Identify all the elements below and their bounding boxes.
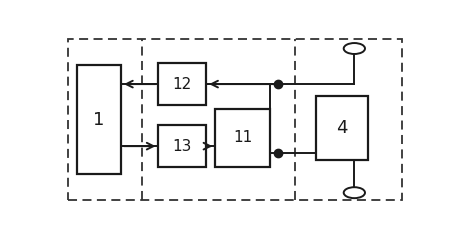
Bar xyxy=(77,65,121,174)
Text: 13: 13 xyxy=(173,139,192,154)
Bar xyxy=(68,39,402,200)
Bar xyxy=(215,109,270,167)
Bar xyxy=(316,96,368,160)
Text: 4: 4 xyxy=(336,119,348,137)
Bar xyxy=(158,63,206,105)
Text: 12: 12 xyxy=(173,77,192,91)
Text: 11: 11 xyxy=(233,130,252,146)
Text: 1: 1 xyxy=(93,111,104,129)
Bar xyxy=(158,125,206,167)
